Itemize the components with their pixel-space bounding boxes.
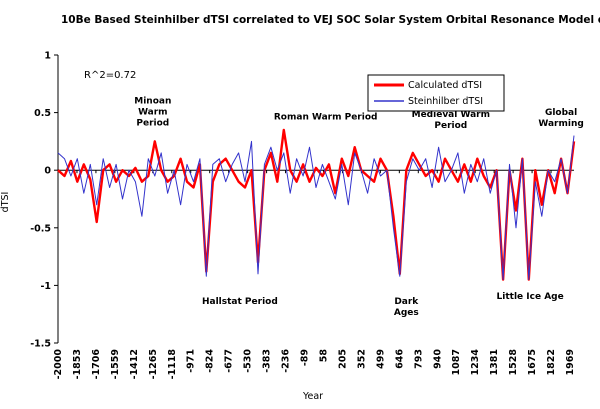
x-tick-label: -971 — [186, 349, 197, 373]
x-tick-label: -383 — [262, 349, 273, 373]
x-tick-label: 58 — [318, 349, 329, 363]
y-tick-label: 0.5 — [34, 108, 51, 119]
annotation-line: Warming — [538, 119, 583, 129]
x-tick-label: -1118 — [167, 349, 178, 380]
chart-title: 10Be Based Steinhilber dTSI correlated t… — [61, 14, 600, 26]
x-tick-label: -1265 — [148, 349, 159, 379]
x-ticks: -2000 -1853 -1706 -1559 -1412 -1265 -1118 -971-… — [53, 170, 576, 379]
x-tick-label: 940 — [432, 349, 443, 369]
legend-label-steinhilber: Steinhilber dTSI — [408, 96, 483, 107]
y-tick-label: -0.5 — [30, 223, 51, 234]
y-axis-title: dTSI — [0, 192, 11, 213]
series-line-calculated-dtsi — [57, 128, 576, 281]
legend-label-calculated: Calculated dTSI — [408, 80, 482, 91]
annotation-label: Hallstat Period — [202, 297, 278, 307]
series-layer — [57, 128, 576, 281]
annotation-label: Minoan Warm Period — [134, 96, 171, 128]
annotation-line: Global — [545, 108, 577, 118]
x-tick-label: 793 — [413, 349, 424, 369]
annotation-label: Global Warming — [538, 108, 583, 129]
annotation-label: Little Ice Age — [497, 292, 564, 302]
x-tick-label: -824 — [205, 349, 216, 373]
y-tick-label: 1 — [44, 51, 51, 62]
annotation-line: Warm — [138, 107, 168, 117]
x-tick-label: 1381 — [489, 349, 500, 375]
x-tick-label: -530 — [243, 349, 254, 373]
x-tick-label: -2000 — [53, 349, 64, 380]
legend: Calculated dTSI Steinhilber dTSI — [367, 74, 505, 112]
annotation-line: Hallstat Period — [202, 297, 278, 307]
annotation-line: Dark — [394, 297, 419, 307]
annotation-line: Little Ice Age — [497, 292, 564, 302]
annotation-line: Period — [434, 121, 467, 131]
y-tick-label: 0 — [44, 166, 51, 177]
x-axis-title: Year — [302, 391, 323, 402]
annotation-label: Dark Ages — [394, 297, 419, 318]
x-tick-label: -1412 — [129, 349, 140, 379]
annotation-line: Medieval Warm — [412, 110, 490, 120]
annotation-label: Medieval Warm Period — [412, 110, 490, 131]
x-tick-label: -236 — [281, 349, 292, 373]
x-tick-label: 1822 — [546, 349, 557, 375]
x-tick-label: 1675 — [527, 349, 538, 375]
x-tick-label: 1528 — [508, 349, 519, 376]
y-tick-label: -1 — [40, 281, 51, 292]
x-tick-label: 1969 — [565, 349, 576, 375]
x-tick-label: 205 — [337, 349, 348, 369]
x-tick-label: 646 — [394, 349, 405, 369]
x-tick-label: 1234 — [470, 349, 481, 376]
y-ticks: 1 0.5 0 -0.5 -1 -1.5 — [30, 51, 58, 350]
annotation-line: Minoan — [134, 96, 171, 106]
annotation-line: Roman Warm Period — [274, 113, 378, 123]
x-tick-label: 352 — [356, 349, 367, 369]
x-tick-label: 499 — [375, 349, 386, 369]
annotation-line: Period — [136, 118, 169, 128]
x-tick-label: -89 — [300, 349, 311, 366]
annotation-label: Roman Warm Period — [274, 113, 378, 123]
x-tick-label: -1706 — [91, 349, 102, 380]
legend-box — [367, 74, 505, 112]
x-tick-label: -1853 — [72, 349, 83, 379]
annotation-line: Ages — [394, 308, 419, 318]
x-tick-label: -677 — [224, 349, 235, 373]
r-squared-label: R^2=0.72 — [84, 70, 136, 81]
x-tick-label: 1087 — [451, 349, 462, 375]
y-tick-label: -1.5 — [30, 339, 51, 350]
x-tick-label: -1559 — [110, 349, 121, 379]
series-line-steinhilber-dtsi — [57, 135, 575, 281]
